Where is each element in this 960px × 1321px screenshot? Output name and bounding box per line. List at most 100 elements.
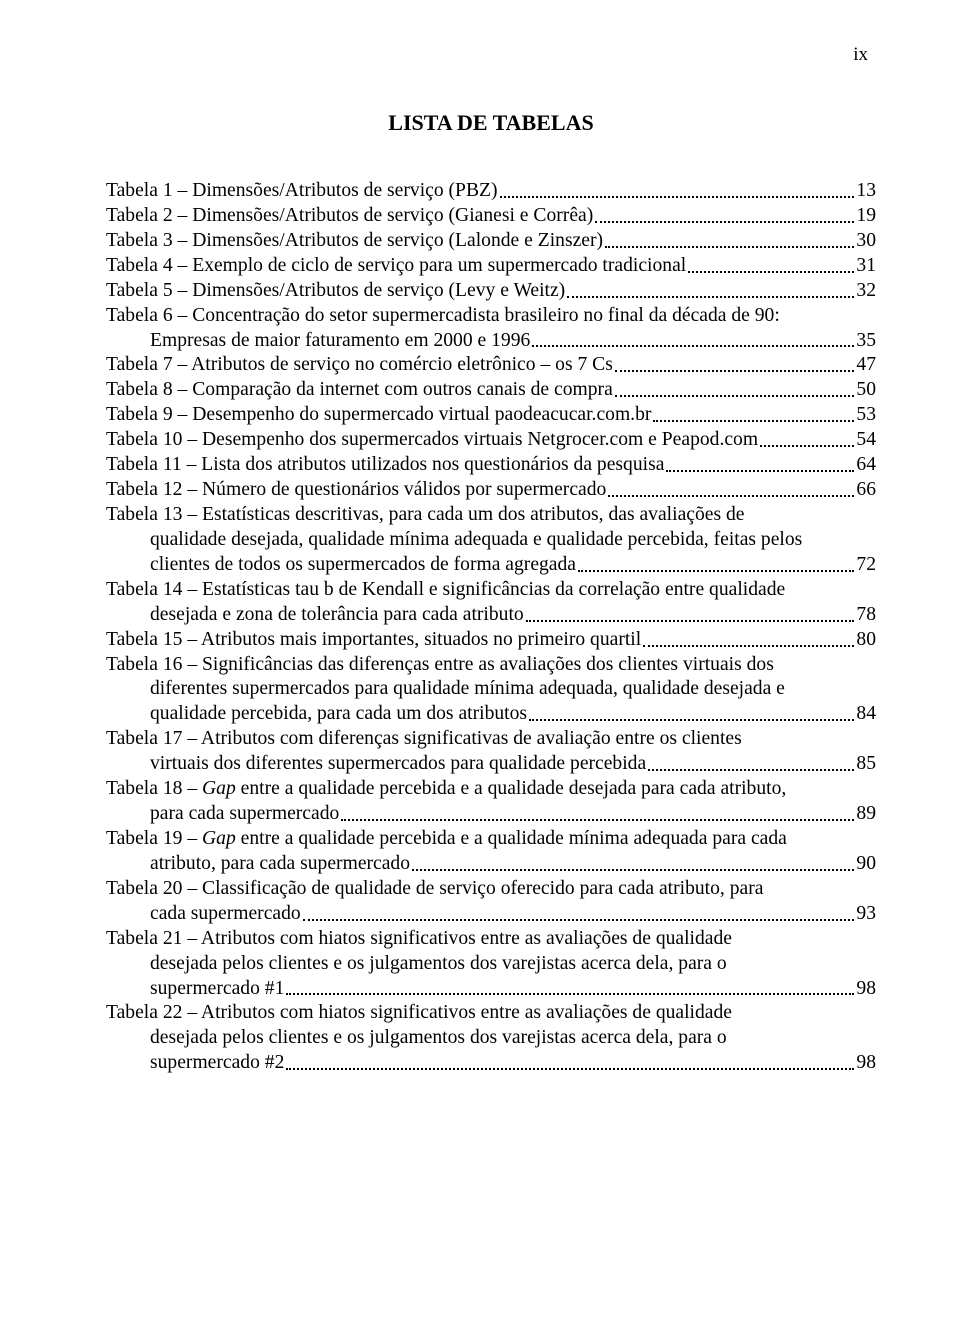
toc-entry: Tabela 6 – Concentração do setor superme… (106, 305, 876, 328)
toc-entry-continuation: clientes de todos os supermercados de fo… (106, 554, 876, 577)
toc-leader (532, 344, 854, 347)
toc-page-number: 53 (856, 404, 876, 427)
toc-leader (653, 419, 854, 422)
toc-entry-continuation: Empresas de maior faturamento em 2000 e … (106, 330, 876, 353)
toc-leader (303, 918, 855, 921)
toc-entry-continuation: desejada e zona de tolerância para cada … (106, 604, 876, 627)
toc-entry-continuation: atributo, para cada supermercado 90 (106, 853, 876, 876)
toc-entry: Tabela 16 – Significâncias das diferença… (106, 654, 876, 677)
table-of-contents: Tabela 1 – Dimensões/Atributos de serviç… (106, 180, 876, 1075)
toc-page-number: 89 (856, 803, 876, 826)
toc-entry-text: atributo, para cada supermercado (106, 853, 410, 876)
toc-entry: Tabela 3 – Dimensões/Atributos de serviç… (106, 230, 876, 253)
page-number: ix (853, 44, 868, 66)
toc-entry-text: Tabela 7 – Atributos de serviço no comér… (106, 354, 613, 377)
toc-leader (578, 569, 854, 572)
toc-leader (666, 469, 854, 472)
toc-entry: Tabela 17 – Atributos com diferenças sig… (106, 728, 876, 751)
toc-entry-text: Tabela 1 – Dimensões/Atributos de serviç… (106, 180, 498, 203)
toc-page-number: 47 (856, 354, 876, 377)
toc-entry-continuation: desejada pelos clientes e os julgamentos… (106, 1027, 876, 1050)
toc-entry-text: qualidade desejada, qualidade mínima ade… (106, 529, 802, 552)
toc-entry: Tabela 9 – Desempenho do supermercado vi… (106, 404, 876, 427)
toc-entry-text: Tabela 8 – Comparação da internet com ou… (106, 379, 613, 402)
toc-page-number: 19 (856, 205, 876, 228)
toc-entry: Tabela 10 – Desempenho dos supermercados… (106, 429, 876, 452)
toc-entry-text: para cada supermercado (106, 803, 339, 826)
toc-leader (341, 818, 854, 821)
toc-page-number: 64 (856, 454, 876, 477)
toc-leader (595, 220, 854, 223)
toc-page-number: 78 (856, 604, 876, 627)
toc-entry-text: desejada pelos clientes e os julgamentos… (106, 1027, 727, 1050)
toc-leader (605, 245, 854, 248)
toc-entry-text: Tabela 5 – Dimensões/Atributos de serviç… (106, 280, 565, 303)
toc-entry-text: Tabela 18 – Gap entre a qualidade perceb… (106, 778, 786, 801)
toc-page-number: 35 (856, 330, 876, 353)
toc-entry-continuation: qualidade desejada, qualidade mínima ade… (106, 529, 876, 552)
toc-entry: Tabela 14 – Estatísticas tau b de Kendal… (106, 579, 876, 602)
toc-entry-continuation: supermercado #1 98 (106, 978, 876, 1001)
toc-entry-continuation: diferentes supermercados para qualidade … (106, 678, 876, 701)
toc-entry-text: Tabela 14 – Estatísticas tau b de Kendal… (106, 579, 785, 602)
toc-leader (643, 644, 854, 647)
toc-entry-text: supermercado #2 (106, 1052, 284, 1075)
toc-leader (529, 718, 854, 721)
toc-leader (688, 270, 854, 273)
toc-entry: Tabela 18 – Gap entre a qualidade perceb… (106, 778, 876, 801)
toc-entry-continuation: para cada supermercado 89 (106, 803, 876, 826)
toc-entry: Tabela 11 – Lista dos atributos utilizad… (106, 454, 876, 477)
toc-leader (615, 369, 855, 372)
toc-entry-text: Tabela 11 – Lista dos atributos utilizad… (106, 454, 664, 477)
toc-entry: Tabela 19 – Gap entre a qualidade perceb… (106, 828, 876, 851)
toc-page-number: 84 (856, 703, 876, 726)
document-page: ix LISTA DE TABELAS Tabela 1 – Dimensões… (0, 0, 960, 1321)
toc-entry-text: Tabela 3 – Dimensões/Atributos de serviç… (106, 230, 603, 253)
toc-page-number: 72 (856, 554, 876, 577)
toc-entry: Tabela 1 – Dimensões/Atributos de serviç… (106, 180, 876, 203)
toc-entry-text: cada supermercado (106, 903, 301, 926)
toc-entry-text: diferentes supermercados para qualidade … (106, 678, 785, 701)
toc-leader (286, 992, 854, 995)
toc-entry-text: desejada e zona de tolerância para cada … (106, 604, 524, 627)
toc-entry-text: clientes de todos os supermercados de fo… (106, 554, 576, 577)
toc-page-number: 98 (856, 978, 876, 1001)
toc-leader (760, 444, 854, 447)
toc-page-number: 80 (856, 629, 876, 652)
toc-page-number: 32 (856, 280, 876, 303)
toc-entry-text: Tabela 6 – Concentração do setor superme… (106, 305, 780, 328)
toc-entry-text: supermercado #1 (106, 978, 284, 1001)
toc-entry: Tabela 20 – Classificação de qualidade d… (106, 878, 876, 901)
toc-page-number: 54 (856, 429, 876, 452)
toc-entry-text: Tabela 4 – Exemplo de ciclo de serviço p… (106, 255, 686, 278)
toc-page-number: 30 (856, 230, 876, 253)
toc-entry-continuation: desejada pelos clientes e os julgamentos… (106, 953, 876, 976)
toc-entry-text: Tabela 20 – Classificação de qualidade d… (106, 878, 763, 901)
toc-leader (412, 868, 854, 871)
toc-leader (648, 768, 854, 771)
toc-leader (567, 295, 854, 298)
toc-entry: Tabela 21 – Atributos com hiatos signifi… (106, 928, 876, 951)
toc-entry-text: Tabela 9 – Desempenho do supermercado vi… (106, 404, 651, 427)
toc-page-number: 66 (856, 479, 876, 502)
toc-entry-text: Tabela 21 – Atributos com hiatos signifi… (106, 928, 732, 951)
toc-page-number: 50 (856, 379, 876, 402)
toc-entry-continuation: supermercado #2 98 (106, 1052, 876, 1075)
toc-leader (500, 195, 855, 198)
toc-page-number: 90 (856, 853, 876, 876)
toc-page-number: 31 (856, 255, 876, 278)
toc-entry: Tabela 7 – Atributos de serviço no comér… (106, 354, 876, 377)
toc-entry: Tabela 8 – Comparação da internet com ou… (106, 379, 876, 402)
toc-page-number: 13 (856, 180, 876, 203)
page-title: LISTA DE TABELAS (106, 110, 876, 136)
toc-entry-text: desejada pelos clientes e os julgamentos… (106, 953, 727, 976)
toc-entry: Tabela 15 – Atributos mais importantes, … (106, 629, 876, 652)
toc-entry-text: Tabela 2 – Dimensões/Atributos de serviç… (106, 205, 593, 228)
toc-entry: Tabela 13 – Estatísticas descritivas, pa… (106, 504, 876, 527)
toc-entry: Tabela 12 – Número de questionários váli… (106, 479, 876, 502)
toc-entry-continuation: qualidade percebida, para cada um dos at… (106, 703, 876, 726)
toc-entry-continuation: cada supermercado 93 (106, 903, 876, 926)
toc-page-number: 93 (856, 903, 876, 926)
toc-entry-text: Tabela 16 – Significâncias das diferença… (106, 654, 774, 677)
toc-entry-text: Tabela 22 – Atributos com hiatos signifi… (106, 1002, 732, 1025)
